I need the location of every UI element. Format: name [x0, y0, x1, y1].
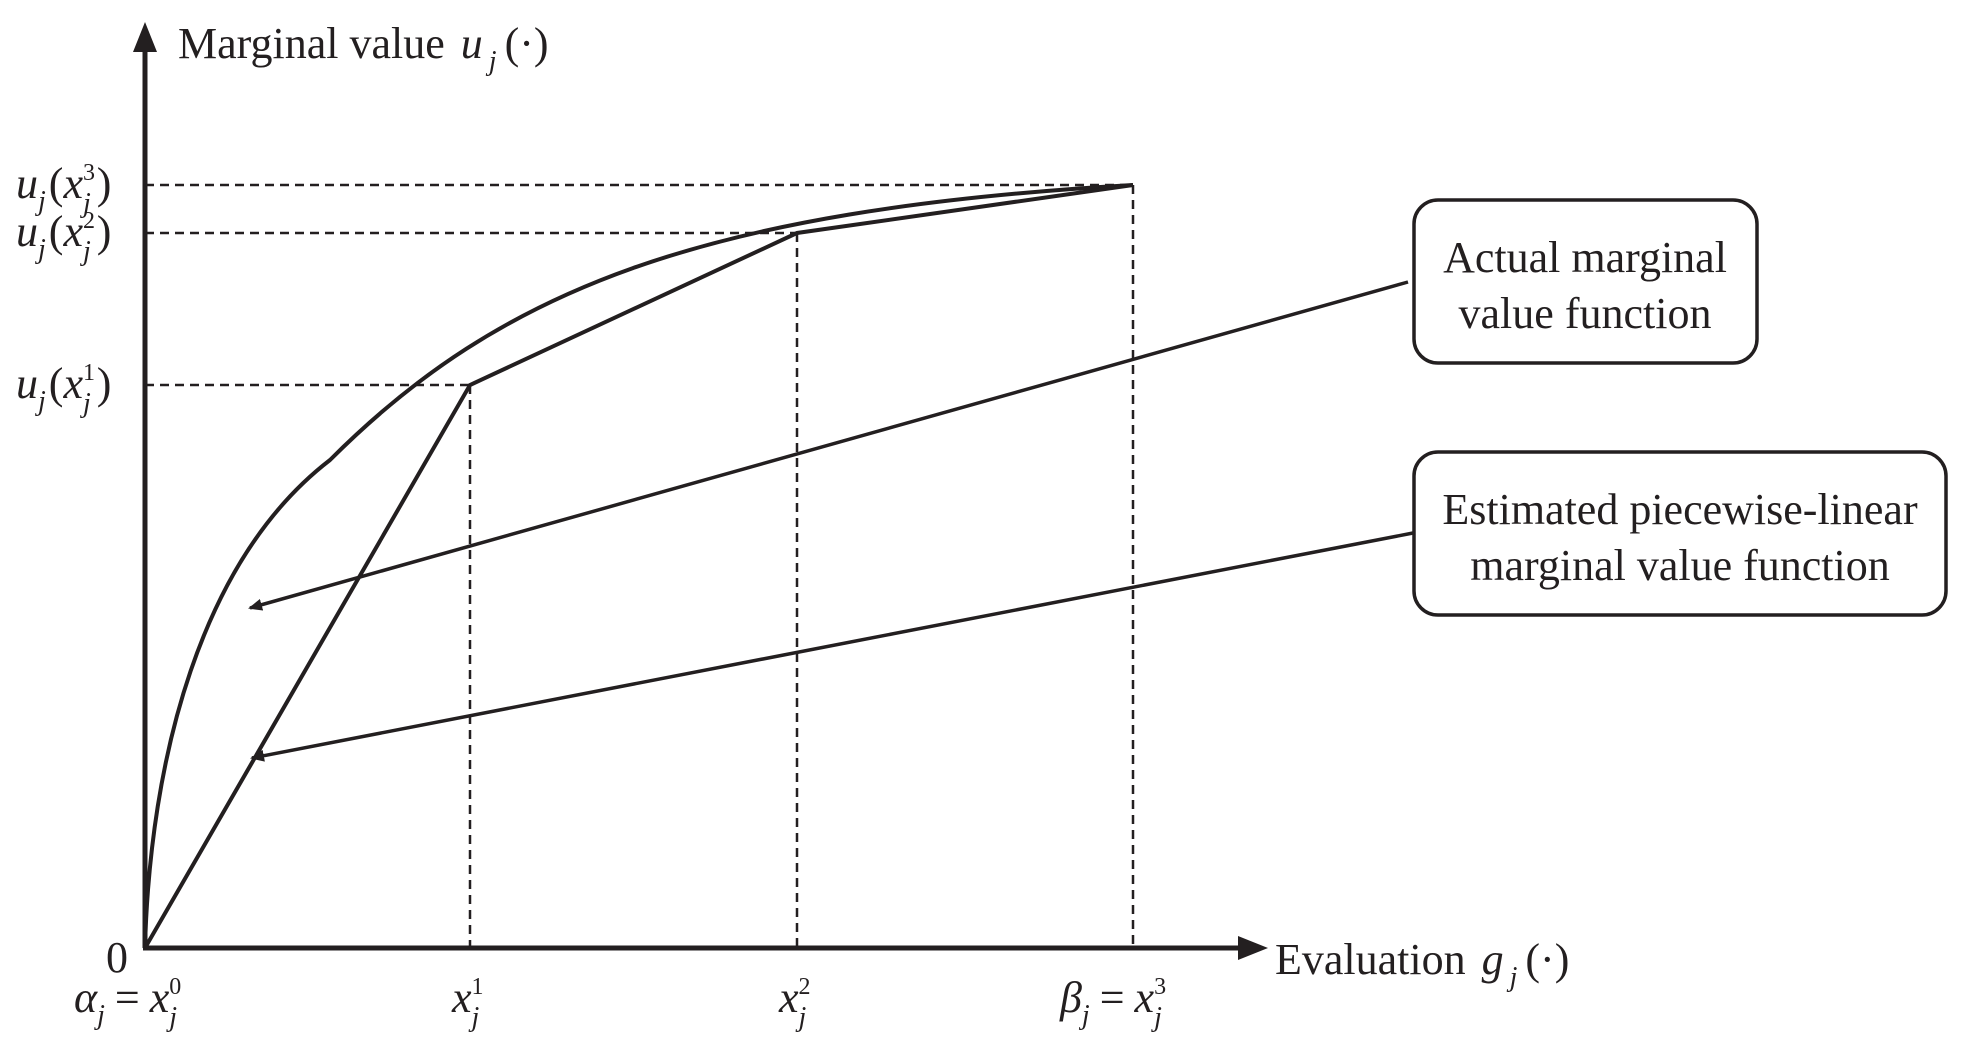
callout-arrow-actual — [248, 280, 1409, 611]
callout-actual-box — [1412, 198, 1759, 365]
x-axis-arg: (·) — [1525, 935, 1569, 984]
callout-actual-line-1: Actual marginal — [1443, 233, 1727, 282]
x-axis-index: j — [1507, 962, 1518, 993]
callout-estimated-line-2: marginal value function — [1470, 541, 1890, 590]
x-axis-title-text: Evaluation — [1275, 935, 1466, 984]
x-tick-beta: βj = x3 j — [1059, 973, 1166, 1033]
y-axis-func: u — [461, 19, 483, 68]
origin-label: 0 — [106, 933, 128, 982]
actual-value-curve — [143, 183, 1134, 949]
y-axis-index: j — [486, 46, 497, 77]
callout-estimated-line-1: Estimated piecewise-linear — [1442, 485, 1918, 534]
callout-actual-line-2: value function — [1459, 289, 1712, 338]
y-axis-arg: (·) — [505, 19, 549, 68]
y-tick-x1: uj(x1 j) — [16, 359, 111, 419]
x-axis-func: g — [1482, 935, 1504, 984]
guide-lines — [145, 183, 1135, 948]
x-tick-alpha: αj = x0 j — [74, 973, 181, 1033]
y-axis-title: Marginal value u j (·) — [178, 19, 549, 77]
callout-estimated: Estimated piecewise-linear marginal valu… — [1412, 450, 1948, 617]
y-tick-x3: uj(x3 j) — [16, 159, 111, 219]
piecewise-linear-curve — [143, 183, 1134, 949]
y-axis-arrowhead — [133, 22, 157, 52]
callout-actual: Actual marginal value function — [1412, 198, 1759, 365]
y-tick-x2: uj(x2 j) — [16, 207, 111, 267]
x-axis-arrowhead — [1238, 936, 1268, 960]
callout-estimated-box — [1412, 450, 1948, 617]
y-axis-title-text: Marginal value — [178, 19, 445, 68]
x-tick-x2: x2 j — [778, 973, 811, 1033]
x-axis-title: Evaluation g j (·) — [1275, 935, 1569, 993]
x-tick-x1: x1 j — [451, 973, 484, 1033]
callout-arrow-estimated — [250, 531, 1414, 762]
